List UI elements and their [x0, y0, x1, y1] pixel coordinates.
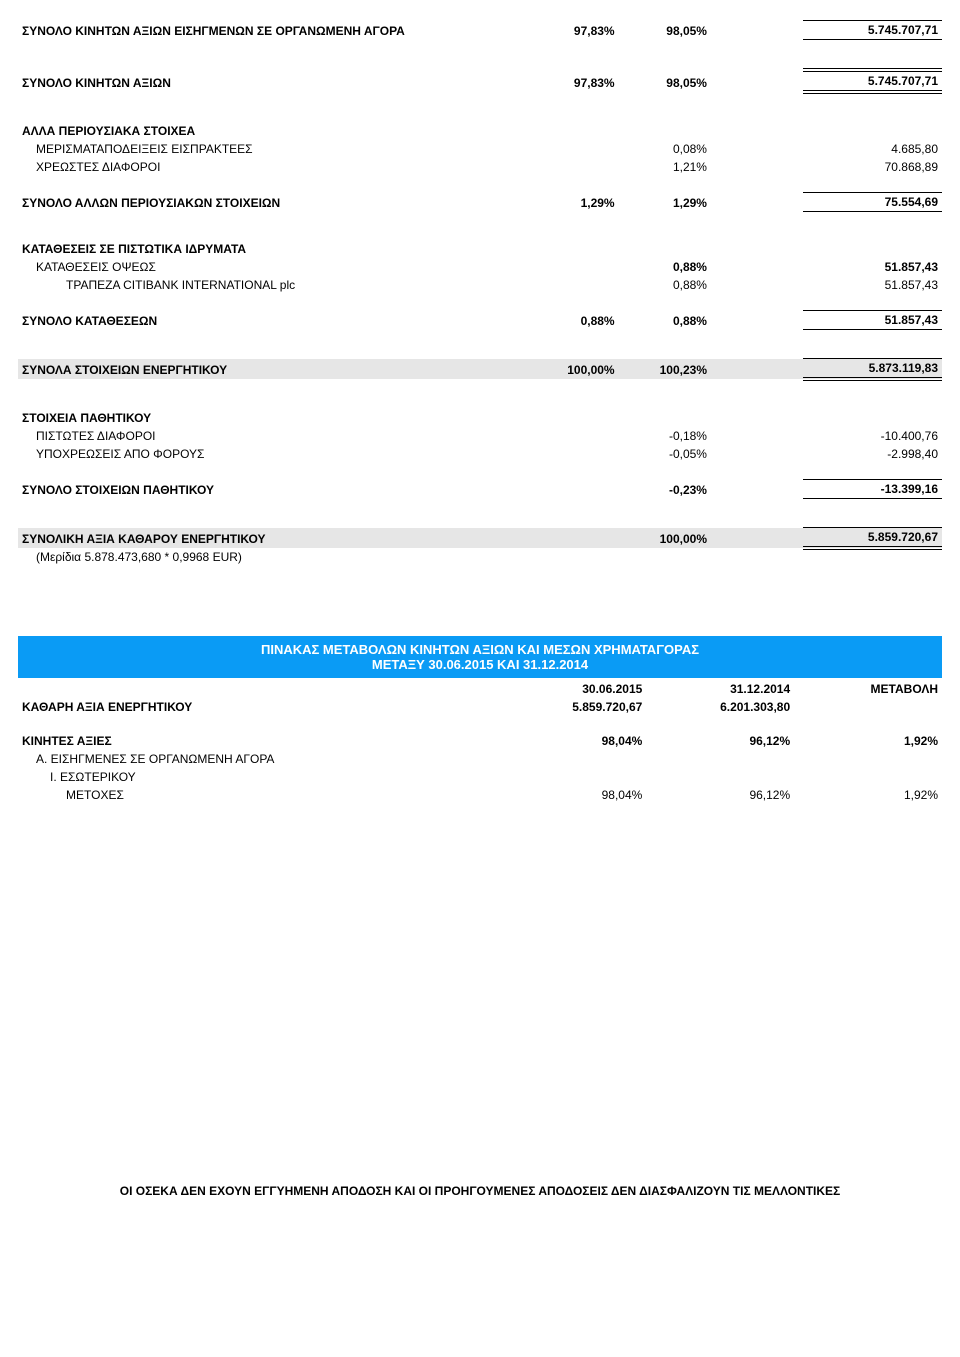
c2: 96,12% — [646, 786, 794, 804]
row-total-other-assets: ΣΥΝΟΛΟ ΑΛΛΩΝ ΠΕΡΙΟΥΣΙΑΚΩΝ ΣΤΟΙΧΕΙΩΝ 1,29… — [18, 193, 942, 212]
row-various-creditors: ΠΙΣΤΩΤΕΣ ΔΙΑΦΟΡΟΙ -0,18% -10.400,76 — [18, 427, 942, 445]
c2: 96,12% — [646, 732, 794, 750]
pct1: 97,83% — [526, 70, 618, 92]
col2-date: 31.12.2014 — [646, 680, 794, 698]
row-dividends-receivable: ΜΕΡΙΣΜΑΤΑΠΟΔΕΙΞΕΙΣ ΕΙΣΠΡΑΚΤΕΕΣ 0,08% 4.6… — [18, 140, 942, 158]
label: ΤΡΑΠΕΖΑ CITIBANK INTERNATIONAL plc — [18, 276, 526, 294]
c3: 1,92% — [794, 786, 942, 804]
row-citibank: ΤΡΑΠΕΖΑ CITIBANK INTERNATIONAL plc 0,88%… — [18, 276, 942, 294]
label: ΣΤΟΙΧΕΙΑ ΠΑΘΗΤΙΚΟΥ — [18, 409, 526, 427]
title-line-1: ΠΙΝΑΚΑΣ ΜΕΤΑΒΟΛΩΝ ΚΙΝΗΤΩΝ ΑΞΙΩΝ ΚΑΙ ΜΕΣΩ… — [22, 642, 938, 657]
row-other-assets-header: ΑΛΛΑ ΠΕΡΙΟΥΣΙΑΚΑ ΣΤΟΙΧΕΑ — [18, 122, 942, 140]
label: ΥΠΟΧΡΕΩΣΕΙΣ ΑΠΟ ΦΟΡΟΥΣ — [18, 445, 526, 463]
label: ΑΛΛΑ ΠΕΡΙΟΥΣΙΑΚΑ ΣΤΟΙΧΕΑ — [18, 122, 526, 140]
amount: -2.998,40 — [803, 445, 942, 463]
row-total-securities: ΣΥΝΟΛΟ ΚΙΝΗΤΩΝ ΑΞΙΩΝ 97,83% 98,05% 5.745… — [18, 70, 942, 92]
row-shares-note: (Μερίδια 5.878.473,680 * 0,9968 EUR) — [18, 548, 942, 566]
pct2: 98,05% — [619, 70, 711, 92]
amount: -13.399,16 — [803, 480, 942, 499]
changes-row-domestic: I. ΕΣΩΤΕΡΙΚΟΥ — [18, 768, 942, 786]
pct2: 0,88% — [619, 276, 711, 294]
label: ΣΥΝΟΛΑ ΣΤΟΙΧΕΙΩΝ ΕΝΕΡΓΗΤΙΚΟΥ — [18, 359, 526, 380]
label: I. ΕΣΩΤΕΡΙΚΟΥ — [18, 768, 498, 786]
pct2: -0,23% — [619, 480, 711, 499]
pct2: 0,88% — [619, 258, 711, 276]
amount: 5.745.707,71 — [803, 21, 942, 40]
amount: 51.857,43 — [803, 311, 942, 330]
pct1: 97,83% — [526, 21, 618, 40]
label: Α. ΕΙΣΗΓΜΕΝΕΣ ΣΕ ΟΡΓΑΝΩΜΕΝΗ ΑΓΟΡΑ — [18, 750, 498, 768]
financial-table: ΣΥΝΟΛΟ ΚΙΝΗΤΩΝ ΑΞΙΩΝ ΕΙΣΗΓΜΕΝΩΝ ΣΕ ΟΡΓΑΝ… — [18, 20, 942, 566]
c1: 98,04% — [498, 732, 646, 750]
label: ΠΙΣΤΩΤΕΣ ΔΙΑΦΟΡΟΙ — [18, 427, 526, 445]
label: ΧΡΕΩΣΤΕΣ ΔΙΑΦΟΡΟΙ — [18, 158, 526, 176]
amount: 5.745.707,71 — [803, 70, 942, 92]
row-liabilities-header: ΣΤΟΙΧΕΙΑ ΠΑΘΗΤΙΚΟΥ — [18, 409, 942, 427]
row-sight-deposits: ΚΑΤΑΘΕΣΕΙΣ ΟΨΕΩΣ 0,88% 51.857,43 — [18, 258, 942, 276]
amount: 75.554,69 — [803, 193, 942, 212]
pct2: 1,29% — [619, 193, 711, 212]
pct2: -0,18% — [619, 427, 711, 445]
pct2: -0,05% — [619, 445, 711, 463]
label: ΣΥΝΟΛΟ ΚΙΝΗΤΩΝ ΑΞΙΩΝ — [18, 70, 526, 92]
changes-table-title: ΠΙΝΑΚΑΣ ΜΕΤΑΒΟΛΩΝ ΚΙΝΗΤΩΝ ΑΞΙΩΝ ΚΑΙ ΜΕΣΩ… — [18, 636, 942, 678]
col3-label: ΜΕΤΑΒΟΛΗ — [794, 680, 942, 716]
changes-header-row: ΚΑΘΑΡΗ ΑΞΙΑ ΕΝΕΡΓΗΤΙΚΟΥ 30.06.2015 31.12… — [18, 680, 942, 698]
pct1: 0,88% — [526, 311, 618, 330]
label: ΜΕΡΙΣΜΑΤΑΠΟΔΕΙΞΕΙΣ ΕΙΣΠΡΑΚΤΕΕΣ — [18, 140, 526, 158]
label: ΣΥΝΟΛΟ ΚΙΝΗΤΩΝ ΑΞΙΩΝ ΕΙΣΗΓΜΕΝΩΝ ΣΕ ΟΡΓΑΝ… — [18, 21, 526, 40]
amount: 70.868,89 — [803, 158, 942, 176]
col1-date: 30.06.2015 — [498, 680, 646, 698]
amount: -10.400,76 — [803, 427, 942, 445]
changes-row-securities: ΚΙΝΗΤΕΣ ΑΞΙΕΣ 98,04% 96,12% 1,92% — [18, 732, 942, 750]
label: ΣΥΝΟΛΙΚΗ ΑΞΙΑ ΚΑΘΑΡΟΥ ΕΝΕΡΓΗΤΙΚΟΥ — [18, 528, 526, 549]
disclaimer-footer: ΟΙ ΟΣΕΚΑ ΔΕΝ ΕΧΟΥΝ ΕΓΓΥΗΜΕΝΗ ΑΠΟΔΟΣΗ ΚΑΙ… — [18, 1184, 942, 1198]
label: ΣΥΝΟΛΟ ΚΑΤΑΘΕΣΕΩΝ — [18, 311, 526, 330]
label: ΚΑΤΑΘΕΣΕΙΣ ΟΨΕΩΣ — [18, 258, 526, 276]
row-total-listed-securities: ΣΥΝΟΛΟ ΚΙΝΗΤΩΝ ΑΞΙΩΝ ΕΙΣΗΓΜΕΝΩΝ ΣΕ ΟΡΓΑΝ… — [18, 21, 942, 40]
changes-table: ΚΑΘΑΡΗ ΑΞΙΑ ΕΝΕΡΓΗΤΙΚΟΥ 30.06.2015 31.12… — [18, 680, 942, 804]
row-total-net-asset-value: ΣΥΝΟΛΙΚΗ ΑΞΙΑ ΚΑΘΑΡΟΥ ΕΝΕΡΓΗΤΙΚΟΥ 100,00… — [18, 528, 942, 549]
row-deposits-header: ΚΑΤΑΘΕΣΕΙΣ ΣΕ ΠΙΣΤΩΤΙΚΑ ΙΔΡΥΜΑΤΑ — [18, 240, 942, 258]
pct2: 0,08% — [619, 140, 711, 158]
nav-label: ΚΑΘΑΡΗ ΑΞΙΑ ΕΝΕΡΓΗΤΙΚΟΥ — [22, 700, 192, 714]
c3: 1,92% — [794, 732, 942, 750]
label: (Μερίδια 5.878.473,680 * 0,9968 EUR) — [18, 548, 526, 566]
pct2: 100,23% — [619, 359, 711, 380]
label: ΣΥΝΟΛΟ ΑΛΛΩΝ ΠΕΡΙΟΥΣΙΑΚΩΝ ΣΤΟΙΧΕΙΩΝ — [18, 193, 526, 212]
c1: 98,04% — [498, 786, 646, 804]
amount: 5.859.720,67 — [803, 528, 942, 549]
amount: 4.685,80 — [803, 140, 942, 158]
pct2: 1,21% — [619, 158, 711, 176]
label: ΚΙΝΗΤΕΣ ΑΞΙΕΣ — [18, 732, 498, 750]
row-total-liabilities: ΣΥΝΟΛΟ ΣΤΟΙΧΕΙΩΝ ΠΑΘΗΤΙΚΟΥ -0,23% -13.39… — [18, 480, 942, 499]
row-various-debtors: ΧΡΕΩΣΤΕΣ ΔΙΑΦΟΡΟΙ 1,21% 70.868,89 — [18, 158, 942, 176]
row-total-deposits: ΣΥΝΟΛΟ ΚΑΤΑΘΕΣΕΩΝ 0,88% 0,88% 51.857,43 — [18, 311, 942, 330]
row-tax-obligations: ΥΠΟΧΡΕΩΣΕΙΣ ΑΠΟ ΦΟΡΟΥΣ -0,05% -2.998,40 — [18, 445, 942, 463]
title-line-2: ΜΕΤΑΞΥ 30.06.2015 ΚΑΙ 31.12.2014 — [22, 657, 938, 672]
amount: 51.857,43 — [803, 276, 942, 294]
pct2: 0,88% — [619, 311, 711, 330]
pct1: 1,29% — [526, 193, 618, 212]
amount: 51.857,43 — [803, 258, 942, 276]
pct2: 100,00% — [619, 528, 711, 549]
col2-value: 6.201.303,80 — [646, 698, 794, 716]
label: ΚΑΤΑΘΕΣΕΙΣ ΣΕ ΠΙΣΤΩΤΙΚΑ ΙΔΡΥΜΑΤΑ — [18, 240, 526, 258]
amount: 5.873.119,83 — [803, 359, 942, 380]
pct1: 100,00% — [526, 359, 618, 380]
col1-value: 5.859.720,67 — [498, 698, 646, 716]
pct2: 98,05% — [619, 21, 711, 40]
changes-row-shares: ΜΕΤΟΧΕΣ 98,04% 96,12% 1,92% — [18, 786, 942, 804]
label: ΜΕΤΟΧΕΣ — [18, 786, 498, 804]
changes-row-listed: Α. ΕΙΣΗΓΜΕΝΕΣ ΣΕ ΟΡΓΑΝΩΜΕΝΗ ΑΓΟΡΑ — [18, 750, 942, 768]
label: ΣΥΝΟΛΟ ΣΤΟΙΧΕΙΩΝ ΠΑΘΗΤΙΚΟΥ — [18, 480, 526, 499]
row-total-asset-items: ΣΥΝΟΛΑ ΣΤΟΙΧΕΙΩΝ ΕΝΕΡΓΗΤΙΚΟΥ 100,00% 100… — [18, 359, 942, 380]
